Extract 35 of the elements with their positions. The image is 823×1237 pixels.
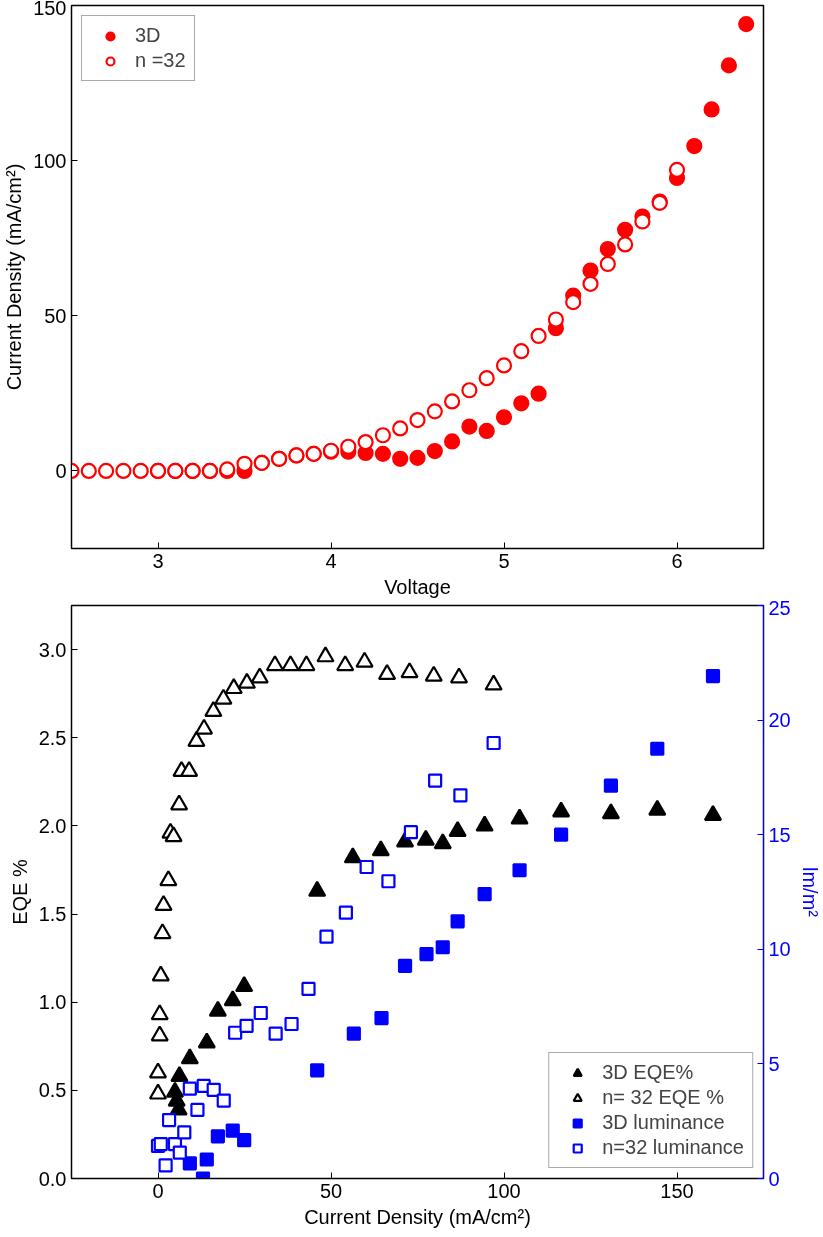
y2-tick-label: 15 [768,823,791,846]
y-tick-label: 0.0 [38,1167,67,1190]
y-tick-label: 2.0 [38,814,67,837]
legend-label: n=32 luminance [602,1136,744,1159]
y-tick-label: 3.0 [38,638,67,661]
x-tick-label: 150 [660,1179,694,1202]
x-tick-label: 6 [671,549,683,572]
y-tick-label: 50 [44,304,67,327]
x-axis-title: Current Density (mA/cm²) [304,1205,531,1228]
x-tick-label: 4 [325,549,337,572]
y-tick-label: 1.5 [38,903,67,926]
x-axis-title: Voltage [384,575,451,598]
y2-axis-title: lm/m² [798,867,821,918]
x-tick-label: 50 [319,1179,343,1202]
y-axis-title: EQE % [8,859,31,925]
y2-tick-label: 5 [768,1052,780,1075]
legend-label: n =32 [135,49,186,72]
y-tick-label: 0 [55,459,67,482]
y2-tick-label: 20 [768,709,791,732]
x-tick-label: 5 [498,549,510,572]
legend-label: 3D luminance [602,1111,725,1134]
legend-label: n= 32 EQE % [602,1086,724,1109]
y-axis-title: Current Density (mA/cm²) [3,163,26,391]
x-tick-label: 100 [487,1179,521,1202]
legend-label: 3D EQE% [602,1061,694,1084]
y-tick-label: 150 [33,0,67,19]
y-tick-label: 1.0 [38,991,67,1014]
y-tick-label: 2.5 [38,726,67,749]
y-tick-label: 100 [33,149,67,172]
legend-label: 3D [135,24,161,47]
x-tick-label: 0 [152,1179,164,1202]
x-tick-label: 3 [152,549,164,572]
y2-tick-label: 10 [768,938,791,961]
y-tick-label: 0.5 [38,1079,67,1102]
y2-tick-label: 25 [768,596,791,619]
